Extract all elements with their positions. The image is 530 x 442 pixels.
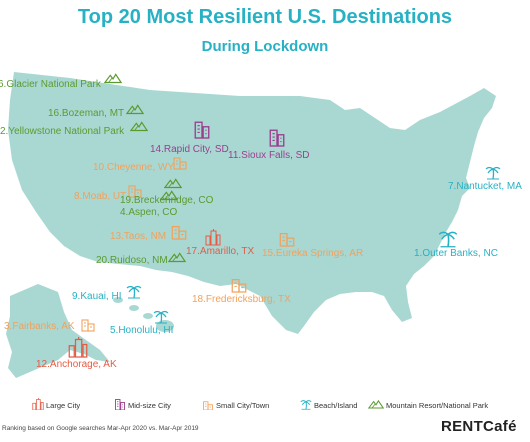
legend-small-label: Small City/Town [216,400,270,410]
destination-label: 5.Honolulu, HI [110,325,174,336]
destination-label: 16.Bozeman, MT [48,108,125,119]
mountain-icon [103,71,123,89]
legend-midsize-label: Mid-size City [128,400,171,410]
mountain-icon [167,250,187,268]
small-city-icon [230,272,248,299]
destination-label: 9.Kauai, HI [72,291,122,302]
destination-label: 3.Fairbanks, AK [4,321,75,332]
small-city-icon [278,227,296,252]
small-city-icon [170,220,188,245]
midsize-city-icon [268,126,286,153]
page-subtitle: During Lockdown [201,38,329,55]
kauai-shape [113,297,123,303]
legend-large-city: Large City [32,398,80,412]
destination-label: 10.Cheyenne, WY [93,162,175,173]
palm-tree-icon [153,306,169,331]
destination-label: 6.Glacier National Park [0,79,101,90]
midsize-city-icon [193,118,211,145]
palm-tree-icon [126,282,142,305]
destination-label: 11.Sioux Falls, SD [228,150,310,161]
destination-label: 7.Nantucket, MA [448,181,522,192]
destination-label: 4.Aspen, CO [120,207,178,218]
mountain-icon [163,176,183,194]
contiguous-us-shape [8,72,496,334]
oahu-shape [129,305,139,311]
page-title: Top 20 Most Resilient U.S. Destinations [77,6,453,28]
brand-logo: RENTCafé [441,418,517,435]
footnote: Ranking based on Google searches Mar-Apr… [2,425,199,432]
destination-label: 15.Eureka Springs, AR [262,248,364,259]
destination-label: 8.Moab, UT [74,191,127,202]
large-city-icon [205,228,221,251]
large-city-icon [32,398,44,412]
destination-label: 14.Rapid City, SD [150,144,229,155]
mountain-icon [125,102,145,120]
palm-tree-icon [485,163,501,186]
legend-mountain: Mountain Resort/National Park [367,398,489,412]
small-city-icon [202,398,214,412]
destination-label: 17.Amarillo, TX [186,246,255,257]
destination-label: 2.Yellowstone National Park [0,126,125,137]
legend-mountain-label: Mountain Resort/National Park [386,400,489,410]
legend-beach: Beach/Island [300,398,357,412]
legend-midsize-city: Mid-size City [114,398,171,412]
legend-large-label: Large City [46,400,81,410]
destination-label: 1.Outer Banks, NC [414,248,498,259]
mountain-icon [159,188,179,206]
small-city-icon [127,180,143,203]
legend-beach-label: Beach/Island [314,400,358,410]
palm-tree-icon [438,228,458,253]
maui-shape [143,313,153,319]
destination-label: 18.Fredericksburg, TX [192,294,291,305]
mountain-icon [367,398,385,412]
legend-small-city: Small City/Town [202,398,269,412]
destination-label: 13.Taos, NM [110,231,167,242]
destination-label: 19.Breckenridge, CO [120,195,214,206]
destination-label: 20.Ruidoso, NM [96,255,168,266]
palm-tree-icon [300,398,312,412]
small-city-icon [172,152,188,175]
alaska-shape [6,284,110,378]
midsize-city-icon [114,398,126,412]
small-city-icon [80,314,96,337]
large-city-icon [68,336,88,363]
mountain-icon [129,119,149,137]
destination-label: 12.Anchorage, AK [36,359,117,370]
